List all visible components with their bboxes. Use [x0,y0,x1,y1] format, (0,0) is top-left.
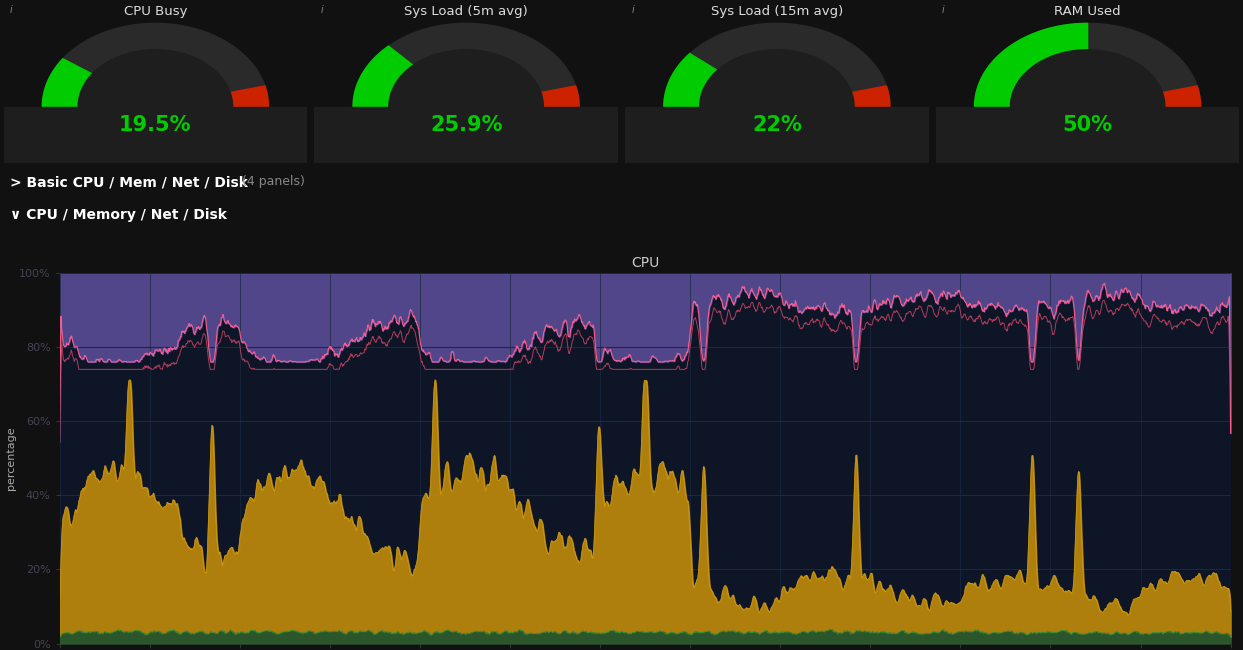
Polygon shape [975,23,1201,107]
Text: RAM Used: RAM Used [1054,5,1121,18]
Title: CPU: CPU [631,257,659,270]
Polygon shape [975,23,1088,107]
Polygon shape [625,107,929,162]
Text: CPU Busy: CPU Busy [123,5,188,18]
Polygon shape [664,23,890,107]
Text: > Basic CPU / Mem / Net / Disk: > Basic CPU / Mem / Net / Disk [10,175,247,189]
Polygon shape [230,86,268,107]
Text: 19.5%: 19.5% [119,115,191,135]
Text: Sys Load (5m avg): Sys Load (5m avg) [404,5,528,18]
Polygon shape [851,86,890,107]
Polygon shape [1162,86,1201,107]
Polygon shape [389,50,543,164]
Polygon shape [78,50,232,164]
Polygon shape [936,107,1239,162]
Text: 25.9%: 25.9% [430,115,502,135]
Polygon shape [314,107,618,162]
Polygon shape [42,58,92,107]
Polygon shape [353,46,413,107]
Polygon shape [541,86,579,107]
Text: i: i [942,5,945,15]
Text: Sys Load (15m avg): Sys Load (15m avg) [711,5,843,18]
Polygon shape [700,50,854,164]
Polygon shape [1011,50,1165,164]
Text: i: i [321,5,323,15]
Polygon shape [353,23,579,107]
Text: 22%: 22% [752,115,802,135]
Text: i: i [631,5,634,15]
Text: ∨ CPU / Memory / Net / Disk: ∨ CPU / Memory / Net / Disk [10,207,226,222]
Text: 50%: 50% [1063,115,1112,135]
Text: i: i [10,5,12,15]
Y-axis label: percentage: percentage [6,426,16,490]
Polygon shape [4,107,307,162]
Polygon shape [42,23,268,107]
Text: (4 panels): (4 panels) [242,176,306,188]
Polygon shape [664,53,717,107]
